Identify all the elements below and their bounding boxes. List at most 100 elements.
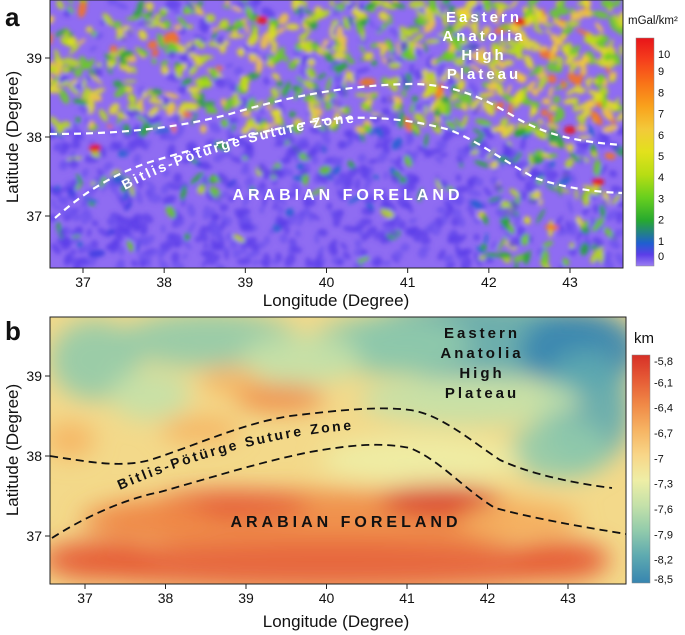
gradient-blob <box>133 153 141 165</box>
depth-blob <box>240 335 360 385</box>
gradient-blob <box>69 236 81 243</box>
gradient-blob <box>223 25 241 31</box>
gradient-blob <box>523 216 531 225</box>
gradient-blob <box>436 63 446 79</box>
gradient-blob <box>125 85 134 93</box>
gradient-blob <box>405 180 417 192</box>
gradient-blob <box>89 73 103 85</box>
gradient-blob <box>475 118 492 127</box>
gradient-blob <box>496 87 505 96</box>
gradient-blob <box>231 123 236 133</box>
gradient-blob <box>127 240 134 252</box>
gradient-blob <box>215 191 230 200</box>
gradient-blob <box>388 109 399 122</box>
gradient-blob <box>336 60 345 77</box>
gradient-blob <box>351 9 368 19</box>
gradient-blob <box>585 0 592 5</box>
gradient-blob <box>310 20 318 30</box>
gradient-blob <box>595 22 604 33</box>
y-tick-label: 39 <box>26 368 42 384</box>
gradient-blob <box>386 76 401 87</box>
depth-blob <box>510 420 610 480</box>
gradient-blob <box>59 227 64 237</box>
gradient-blob <box>182 252 188 260</box>
gradient-blob <box>136 0 145 14</box>
gradient-blob <box>600 132 610 144</box>
gradient-blob <box>437 33 446 37</box>
gradient-blob <box>434 148 442 154</box>
gradient-blob <box>391 49 398 57</box>
gradient-blob <box>574 188 578 200</box>
gradient-blob <box>81 87 92 101</box>
gradient-blob <box>94 32 104 40</box>
gradient-blob <box>362 197 378 204</box>
gradient-blob <box>497 235 507 252</box>
gradient-blob <box>442 254 450 263</box>
gradient-blob <box>137 20 154 26</box>
gradient-blob <box>423 20 436 33</box>
panel-b-north-boundary <box>49 407 613 489</box>
gradient-blob <box>56 186 71 194</box>
gradient-blob <box>167 232 183 241</box>
gradient-blob <box>396 156 403 164</box>
gradient-blob <box>494 1 510 10</box>
gradient-blob <box>602 124 619 133</box>
gradient-blob <box>374 127 384 138</box>
gradient-blob <box>494 68 503 77</box>
gradient-blob <box>145 251 152 268</box>
gradient-blob <box>554 215 564 228</box>
gradient-blob <box>58 161 68 171</box>
gradient-blob <box>291 124 302 134</box>
gradient-blob <box>54 142 63 150</box>
y-tick-label: 38 <box>26 129 42 145</box>
gradient-blob <box>576 28 591 37</box>
gradient-blob <box>60 240 72 251</box>
gradient-blob <box>433 53 449 65</box>
gradient-blob <box>411 123 421 134</box>
gradient-blob <box>482 0 491 11</box>
gradient-blob <box>71 178 78 190</box>
gradient-blob <box>164 92 180 99</box>
gradient-blob <box>285 23 300 31</box>
colorbar-tick-label: 0 <box>658 251 664 263</box>
gradient-blob <box>166 73 175 82</box>
gradient-blob <box>156 33 166 50</box>
gradient-blob <box>219 45 227 54</box>
gradient-blob <box>400 243 410 252</box>
gradient-blob <box>97 227 111 238</box>
gradient-blob <box>89 45 98 52</box>
gradient-blob <box>175 115 182 126</box>
gradient-blob <box>404 155 413 167</box>
gradient-blob <box>470 149 479 155</box>
gradient-blob <box>312 107 323 117</box>
gradient-blob <box>135 189 143 205</box>
gradient-blob <box>312 87 326 100</box>
gradient-blob <box>50 197 57 210</box>
gradient-blob <box>81 168 89 179</box>
gradient-blob <box>613 13 622 29</box>
gradient-blob <box>608 15 619 32</box>
gradient-blob <box>79 55 89 69</box>
gradient-blob <box>379 188 387 199</box>
gradient-blob <box>573 9 586 21</box>
gradient-blob <box>135 47 149 56</box>
gradient-blob <box>86 228 92 237</box>
gradient-blob <box>324 43 334 51</box>
gradient-blob <box>276 80 283 87</box>
gradient-blob <box>399 40 409 52</box>
depth-blob <box>90 500 210 540</box>
gradient-blob <box>609 63 616 69</box>
colorbar-tick-label: -8,5 <box>654 574 673 586</box>
panel-a: Eastern Anatolia High Plateau Bitlis-Pöt… <box>3 0 678 310</box>
gradient-blob <box>486 82 498 92</box>
gradient-blob <box>410 150 419 161</box>
gradient-blob <box>332 8 341 16</box>
gradient-blob <box>273 140 287 147</box>
gradient-blob <box>205 54 214 59</box>
gradient-blob <box>598 164 608 176</box>
gradient-blob <box>173 7 180 15</box>
gradient-blob <box>138 29 148 41</box>
gradient-blob <box>85 26 93 33</box>
gradient-blob <box>515 51 524 59</box>
gradient-blob <box>297 208 310 219</box>
